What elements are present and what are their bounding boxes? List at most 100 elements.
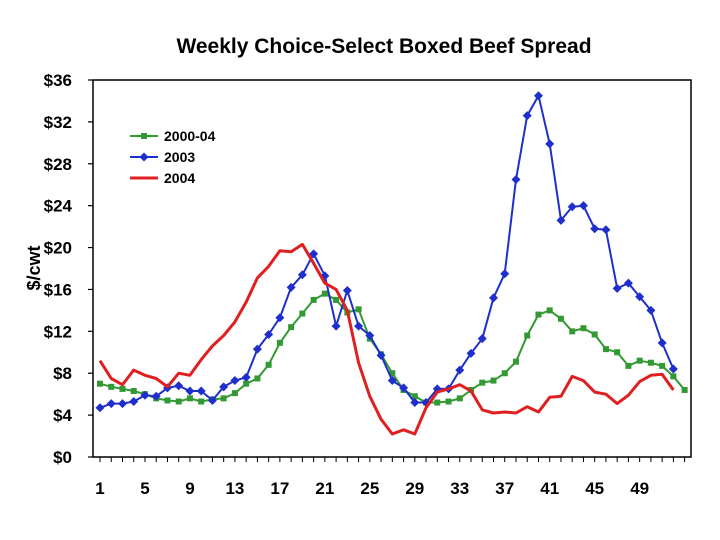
- data-point: [466, 348, 476, 358]
- data-point: [331, 321, 341, 331]
- data-point: [546, 307, 553, 314]
- data-point: [434, 399, 441, 406]
- data-point: [556, 215, 566, 225]
- data-point: [164, 397, 171, 404]
- x-tick-label: 29: [405, 479, 424, 498]
- data-point: [455, 365, 465, 375]
- legend: 2000-04 2003 2004: [130, 128, 216, 186]
- legend-item: 2000-04: [130, 128, 216, 144]
- data-point: [567, 202, 577, 212]
- y-tick-label: $36: [44, 71, 72, 90]
- x-tick-label: 21: [315, 479, 334, 498]
- x-tick-label: 5: [140, 479, 149, 498]
- data-point: [623, 278, 633, 288]
- series-line-2003: [99, 94, 675, 409]
- data-point: [354, 321, 364, 331]
- legend-marker: [141, 133, 147, 139]
- x-tick-label: 33: [450, 479, 469, 498]
- data-point: [545, 139, 555, 149]
- data-point: [297, 270, 307, 280]
- y-tick-label: $12: [44, 322, 72, 341]
- y-tick-label: $28: [44, 155, 72, 174]
- y-tick-label: $32: [44, 113, 72, 132]
- data-point: [220, 395, 227, 402]
- data-point: [612, 283, 622, 293]
- plot-border: [92, 79, 692, 458]
- data-point: [175, 398, 182, 405]
- data-point: [231, 390, 238, 397]
- y-tick-label: $16: [44, 280, 72, 299]
- data-point: [321, 290, 328, 297]
- data-point: [500, 269, 510, 279]
- data-point: [410, 398, 420, 408]
- data-point: [578, 201, 588, 211]
- data-point: [668, 364, 678, 374]
- data-point: [174, 381, 184, 391]
- data-point: [670, 373, 677, 380]
- data-point: [490, 377, 497, 384]
- y-tick-label: $4: [53, 406, 72, 425]
- y-axis: $0 $4 $8 $12 $16 $20 $24 $28 $32 $36: [44, 71, 93, 467]
- data-point: [445, 398, 452, 405]
- data-point: [580, 325, 587, 332]
- legend-label: 2004: [164, 170, 195, 186]
- data-point: [681, 386, 688, 393]
- x-tick-label: 25: [360, 479, 379, 498]
- data-point: [511, 174, 521, 184]
- data-point: [275, 313, 285, 323]
- data-point: [601, 225, 611, 235]
- legend-item: 2003: [130, 149, 195, 165]
- x-tick-label: 49: [630, 479, 649, 498]
- chart-title: Weekly Choice-Select Boxed Beef Spread: [176, 35, 591, 58]
- x-tick-label: 1: [95, 479, 104, 498]
- x-tick-label: 41: [540, 479, 559, 498]
- data-point: [309, 249, 319, 259]
- y-tick-label: $8: [53, 364, 72, 383]
- data-point: [614, 349, 621, 356]
- plot-area: [92, 79, 692, 458]
- data-point: [387, 376, 397, 386]
- legend-item: 2004: [130, 170, 195, 186]
- data-point: [591, 331, 598, 338]
- data-point: [355, 306, 362, 313]
- data-point: [108, 383, 115, 390]
- data-point: [151, 391, 161, 401]
- data-point: [512, 358, 519, 365]
- data-point: [557, 315, 564, 322]
- data-point: [241, 372, 251, 382]
- x-tick-label: 9: [185, 479, 194, 498]
- data-point: [95, 403, 105, 413]
- data-point: [342, 285, 352, 295]
- data-point: [119, 385, 126, 392]
- data-point: [264, 329, 274, 339]
- y-tick-label: $20: [44, 239, 72, 258]
- data-point: [488, 293, 498, 303]
- x-tick-label: 17: [270, 479, 289, 498]
- series-2003: [95, 91, 678, 413]
- data-point: [602, 346, 609, 353]
- data-point: [230, 376, 240, 386]
- data-point: [456, 395, 463, 402]
- y-tick-label: $0: [53, 448, 72, 467]
- data-point: [140, 390, 150, 400]
- data-point: [635, 292, 645, 302]
- data-point: [365, 331, 375, 341]
- data-point: [185, 386, 195, 396]
- data-point: [207, 395, 217, 405]
- x-axis: 1 5 9 13 17 21 25 29 33 37 41 45 49: [95, 457, 686, 498]
- y-axis-label: $/cwt: [24, 245, 44, 290]
- data-point: [130, 388, 137, 395]
- data-point: [535, 311, 542, 318]
- data-point: [333, 296, 340, 303]
- data-point: [106, 399, 116, 409]
- data-point: [254, 375, 261, 382]
- data-point: [129, 396, 139, 406]
- data-point: [288, 324, 295, 331]
- data-point: [647, 359, 654, 366]
- data-point: [411, 393, 418, 400]
- data-point: [389, 370, 396, 377]
- data-point: [243, 380, 250, 387]
- data-point: [636, 357, 643, 364]
- data-point: [117, 399, 127, 409]
